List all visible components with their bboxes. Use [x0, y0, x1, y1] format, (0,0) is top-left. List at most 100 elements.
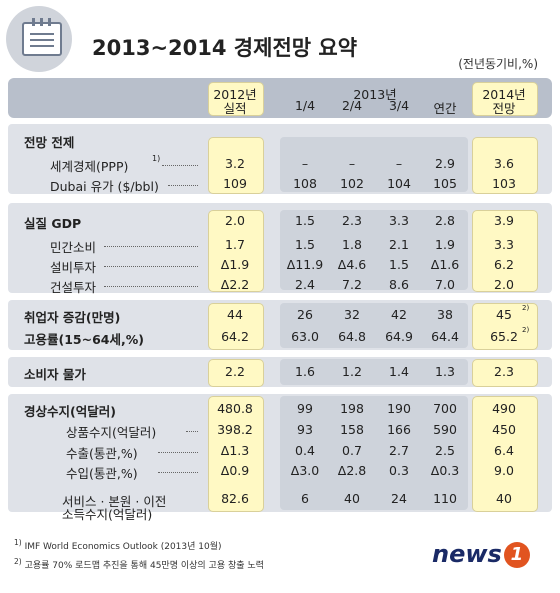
cell-2013: 99 — [297, 401, 313, 416]
cell-2013: 93 — [297, 422, 313, 437]
cell-2013: 26 — [297, 307, 313, 322]
cell-2013: Δ0.3 — [430, 463, 460, 478]
y2014-employment — [472, 303, 538, 350]
col-2012-header-box — [208, 82, 264, 116]
cell-2013: 590 — [433, 422, 457, 437]
cell-2014: 65.2 — [490, 329, 518, 344]
cell-2013: Δ11.9 — [286, 257, 324, 272]
footnote-marker: 1) — [152, 154, 161, 163]
row-label: 세계경제(PPP) — [50, 159, 129, 174]
col-2014-year: 2014년 — [482, 87, 526, 102]
leader-dots — [104, 266, 198, 267]
cell-2013: 110 — [433, 491, 457, 506]
cell-2013: 700 — [433, 401, 457, 416]
cell-2012: 3.2 — [225, 156, 245, 171]
cell-2014: 6.2 — [494, 257, 514, 272]
cell-2014: 2.3 — [494, 364, 514, 379]
cell-2012: Δ0.9 — [220, 463, 250, 478]
row-label: 건설투자 — [50, 280, 97, 295]
cell-2014: 450 — [492, 422, 516, 437]
cell-2013: 8.6 — [389, 277, 409, 292]
cell-2012: Δ2.2 — [220, 277, 250, 292]
cell-2013: 2.3 — [342, 213, 362, 228]
row-label: 민간소비 — [50, 240, 97, 255]
cell-2013: 1.9 — [435, 237, 455, 252]
cell-2013: Δ1.6 — [430, 257, 460, 272]
section-current-account: 경상수지(억달러) — [24, 404, 116, 419]
cell-2013: 64.8 — [338, 329, 366, 344]
row-label: 상품수지(억달러) — [66, 425, 157, 440]
section-employment: 취업자 증감(만명) — [24, 310, 121, 325]
section-employment-rate: 고용률(15~64세,%) — [24, 332, 144, 347]
y2012-gdp — [208, 210, 264, 292]
row-label-line2: 소득수지(억달러) — [62, 507, 153, 522]
cell-2013: 0.7 — [342, 443, 362, 458]
col-2012-year: 2012년 — [213, 87, 257, 102]
cell-2013: 64.4 — [431, 329, 459, 344]
cell-2014: 45 — [496, 307, 512, 322]
leader-dots — [162, 165, 198, 166]
cell-2012: 64.2 — [221, 329, 249, 344]
q-box-outlook — [280, 137, 468, 192]
cell-2013: 42 — [391, 307, 407, 322]
leader-dots — [186, 431, 198, 432]
col-q3: 3/4 — [388, 98, 410, 113]
cell-2013: – — [348, 156, 356, 171]
cell-2013: Δ4.6 — [337, 257, 367, 272]
leader-dots — [158, 472, 198, 473]
section-gdp: 실질 GDP — [24, 216, 82, 231]
row-label: Dubai 유가 ($/bbl) — [50, 179, 159, 194]
y2012-employment — [208, 303, 264, 350]
cell-2013: 198 — [340, 401, 364, 416]
col-annual: 연간 — [433, 101, 457, 116]
column-header-bar — [8, 78, 552, 118]
cell-2013: 166 — [387, 422, 411, 437]
cell-2013: 24 — [391, 491, 407, 506]
cell-2013: 1.2 — [342, 364, 362, 379]
cell-2012: Δ1.3 — [220, 443, 250, 458]
cell-2012: 1.7 — [225, 237, 245, 252]
section-cpi: 소비자 물가 — [24, 367, 86, 382]
cell-2013: 2.7 — [389, 443, 409, 458]
cell-2014: 9.0 — [494, 463, 514, 478]
cell-2013: 6 — [301, 491, 309, 506]
cell-2012: 109 — [223, 176, 247, 191]
cell-2012: 2.0 — [225, 213, 245, 228]
cell-2013: 102 — [340, 176, 364, 191]
leader-dots — [158, 452, 198, 453]
page-title: 2013~2014 경제전망 요약 — [92, 36, 358, 60]
cell-2013: 32 — [344, 307, 360, 322]
cell-2013: 7.2 — [342, 277, 362, 292]
cell-2013: 105 — [433, 176, 457, 191]
cell-2013: 2.4 — [295, 277, 315, 292]
row-label: 수출(통관,%) — [66, 446, 138, 461]
cell-2013: 2.8 — [435, 213, 455, 228]
cell-2014: 103 — [492, 176, 516, 191]
cell-2013: 64.9 — [385, 329, 413, 344]
cell-2013: 1.6 — [295, 364, 315, 379]
row-label: 수입(통관,%) — [66, 466, 138, 481]
section-outlook: 전망 전제 — [24, 135, 75, 150]
cell-2012: 44 — [227, 307, 243, 322]
cell-2013: 1.5 — [295, 237, 315, 252]
cell-2013: 2.5 — [435, 443, 455, 458]
cell-2012: 82.6 — [221, 491, 249, 506]
col-2014-header-box — [472, 82, 538, 116]
cell-2012: Δ1.9 — [220, 257, 250, 272]
cell-2013: 63.0 — [291, 329, 319, 344]
cell-2013: – — [395, 156, 403, 171]
cell-2013: 1.5 — [295, 213, 315, 228]
q-box-current-account — [280, 396, 468, 510]
news1-logo: news 1 — [432, 540, 530, 568]
cell-2013: 40 — [344, 491, 360, 506]
y2014-gdp — [472, 210, 538, 292]
row-label: 서비스 · 본원 · 이전 — [62, 494, 167, 509]
document-icon — [6, 6, 72, 72]
cell-2013: 108 — [293, 176, 317, 191]
cell-2013: 2.1 — [389, 237, 409, 252]
cell-2013: 0.4 — [295, 443, 315, 458]
cell-2014: 6.4 — [494, 443, 514, 458]
q-box-gdp — [280, 210, 468, 290]
col-2014-sub: 전망 — [492, 101, 516, 116]
cell-2013: 1.3 — [435, 364, 455, 379]
